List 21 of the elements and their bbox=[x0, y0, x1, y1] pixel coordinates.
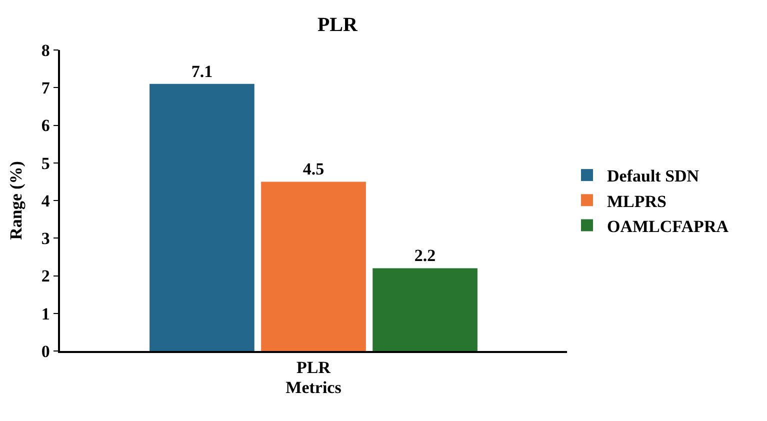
y-tick-label: 1 bbox=[41, 304, 50, 324]
y-axis-title: Range (%) bbox=[6, 161, 26, 240]
data-label: 2.2 bbox=[414, 246, 436, 266]
chart-title: PLR bbox=[317, 14, 358, 36]
data-label: 7.1 bbox=[191, 62, 213, 81]
legend-label: Default SDN bbox=[607, 166, 700, 186]
y-tick-label: 5 bbox=[41, 154, 50, 173]
y-tick-label: 2 bbox=[41, 266, 50, 286]
legend-label: MLPRS bbox=[607, 192, 666, 211]
x-axis-title: Metrics bbox=[286, 378, 342, 398]
bar bbox=[261, 182, 366, 351]
bar bbox=[150, 84, 254, 351]
y-tick-label: 8 bbox=[41, 40, 50, 60]
bar bbox=[372, 268, 478, 351]
y-tick-label: 6 bbox=[41, 116, 50, 136]
y-tick-label: 3 bbox=[41, 229, 50, 248]
y-tick-label: 7 bbox=[41, 78, 50, 98]
data-label: 4.5 bbox=[302, 160, 324, 179]
y-tick-label: 0 bbox=[41, 342, 50, 361]
y-tick-label: 4 bbox=[41, 191, 50, 210]
legend-label: OAMLCFAPRA bbox=[607, 216, 730, 236]
